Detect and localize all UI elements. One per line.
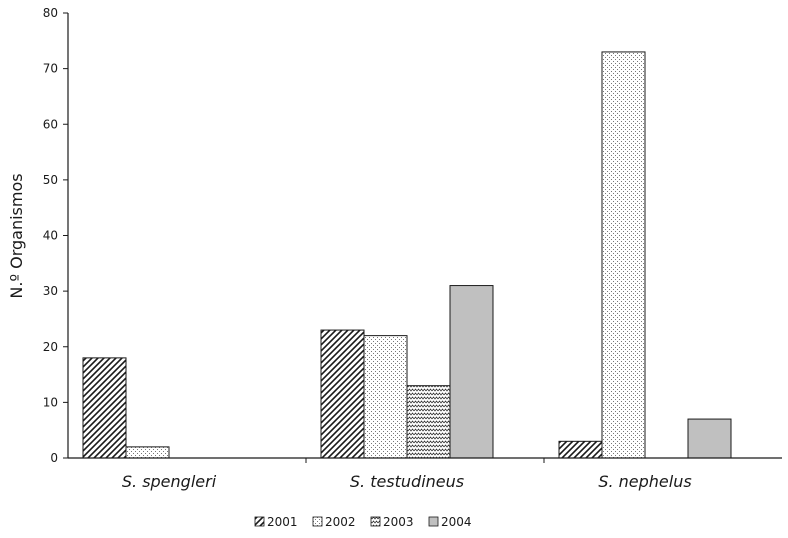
legend-swatch: [428, 516, 439, 527]
bar-2001: [320, 329, 365, 459]
legend-item: 2003: [370, 515, 414, 529]
legend-item: 2002: [312, 515, 356, 529]
bar-2004: [687, 418, 732, 459]
y-axis-ticks: 0 10 20 30 40 50 60 70 80: [43, 6, 68, 465]
legend-swatch: [254, 516, 265, 527]
legend-swatch: [312, 516, 323, 527]
y-axis-title: N.º Organismos: [7, 173, 26, 298]
y-tick-label: 10: [43, 395, 58, 409]
legend-label: 2002: [325, 515, 356, 529]
y-tick-label: 20: [43, 340, 58, 354]
axes: [67, 13, 782, 459]
bar-2002: [363, 335, 408, 459]
bar-2001: [82, 357, 127, 459]
x-tick-label: S. spengleri: [122, 472, 217, 491]
bar-2002: [125, 446, 170, 459]
legend-item: 2001: [254, 515, 298, 529]
y-tick-label: 80: [43, 6, 58, 20]
y-tick-label: 40: [43, 229, 58, 243]
y-tick-label: 70: [43, 62, 58, 76]
y-tick-label: 0: [50, 451, 58, 465]
bar-2002: [601, 51, 646, 459]
legend-label: 2003: [383, 515, 414, 529]
x-axis-labels: S. spengleri S. testudineus S. nephelus: [122, 458, 692, 491]
bar-2001: [558, 440, 603, 459]
legend: 2001 2002 2003 2004: [254, 515, 472, 529]
bars-group: [82, 51, 732, 459]
x-tick-label: S. testudineus: [350, 472, 464, 491]
y-tick-label: 50: [43, 173, 58, 187]
y-tick-label: 60: [43, 117, 58, 131]
legend-label: 2004: [441, 515, 472, 529]
x-tick-label: S. nephelus: [598, 472, 691, 491]
bar-2003: [406, 385, 451, 459]
legend-swatch: [370, 516, 381, 527]
y-tick-label: 30: [43, 284, 58, 298]
bar-2004: [449, 285, 494, 459]
legend-item: 2004: [428, 515, 472, 529]
legend-label: 2001: [267, 515, 298, 529]
